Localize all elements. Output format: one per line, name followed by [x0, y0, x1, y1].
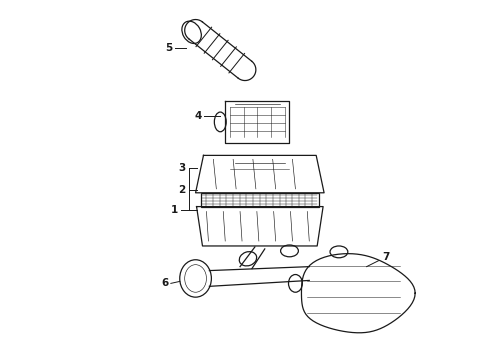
Text: 6: 6 [161, 278, 169, 288]
Text: 5: 5 [165, 43, 172, 53]
Text: 3: 3 [178, 163, 185, 173]
Text: 4: 4 [195, 111, 202, 121]
Text: 1: 1 [171, 204, 178, 215]
Text: 2: 2 [178, 185, 185, 195]
Bar [200, 193, 319, 207]
Text: 7: 7 [383, 252, 390, 262]
